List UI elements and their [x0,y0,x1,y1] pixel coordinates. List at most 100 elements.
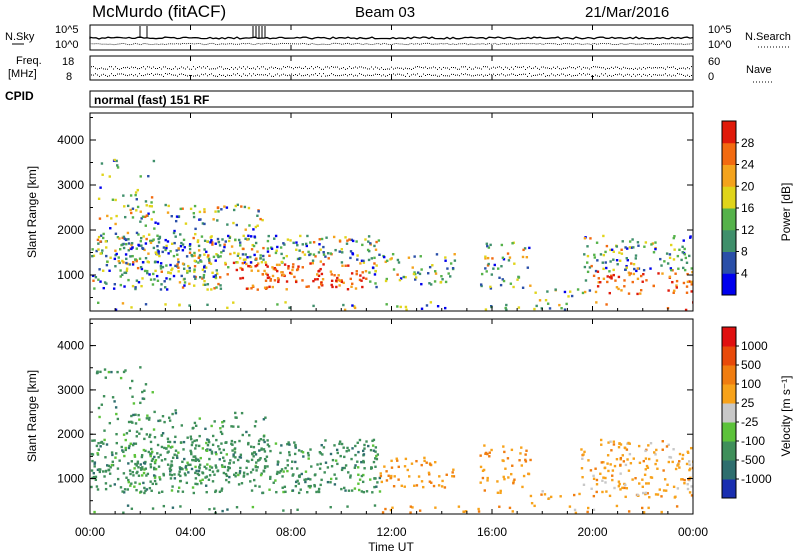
nave-dot [679,73,680,75]
echo-cell [599,472,602,475]
nave-dot [397,73,398,75]
freq-dot [389,68,390,70]
echo-cell [229,459,232,462]
echo-cell [161,265,165,269]
freq-dot [225,68,226,70]
nave-dot [149,73,150,75]
echo-cell [619,456,623,460]
freq-dot [283,66,284,68]
freq-dot [253,67,254,69]
echo-cell [675,284,678,287]
echo-cell [247,234,250,238]
echo-cell [124,446,127,450]
echo-cell [631,478,634,481]
echo-cell [589,237,592,240]
echo-cell [151,450,154,454]
echo-cell [681,245,684,249]
nave-dot [525,73,526,75]
echo-cell [669,243,673,247]
echo-cell [150,218,153,221]
nave-dot [503,74,504,76]
echo-cell [122,194,125,197]
echo-cell [130,306,133,309]
echo-cell [477,507,480,511]
echo-cell [642,273,645,276]
echo-cell [351,447,354,450]
echo-cell [129,442,132,445]
echo-cell [193,439,196,443]
echo-cell [193,270,196,273]
echo-cell [153,410,156,414]
echo-cell [335,477,338,480]
echo-cell [590,264,593,268]
nave-dot [447,75,448,77]
freq-dot [667,66,668,68]
echo-cell [356,466,360,469]
echo-cell [211,243,214,246]
echo-cell [317,487,321,491]
echo-cell [301,451,305,454]
echo-cell [230,439,234,443]
echo-cell [182,448,185,451]
echo-cell [266,439,269,442]
echo-cell [225,441,228,444]
echo-cell [688,467,692,470]
echo-cell [357,488,361,492]
echo-cell [214,210,217,213]
echo-cell [597,277,601,280]
freq-dot [483,66,484,68]
freq-dot [501,67,502,69]
echo-cell [666,483,669,486]
echo-cell [548,307,552,310]
echo-cell [156,452,159,455]
freq-dot [639,67,640,69]
echo-cell [129,472,132,476]
freq-dot [191,68,192,70]
nave-dot [653,74,654,76]
echo-cell [151,391,154,394]
echo-cell [167,271,170,274]
freq-dot [291,67,292,69]
nave-dot [373,74,374,76]
nave-dot [531,75,532,77]
echo-cell [672,448,675,451]
echo-cell [599,253,603,256]
echo-cell [617,485,621,488]
freq-dot [143,66,144,68]
echo-cell [512,285,515,289]
echo-cell [209,448,212,452]
echo-cell [484,308,488,311]
echo-cell [667,443,670,447]
echo-cell [406,468,409,472]
echo-cell [512,482,515,485]
echo-cell [126,488,130,491]
echo-cell [166,451,169,454]
echo-cell [109,466,112,469]
echo-cell [317,251,321,254]
echo-cell [253,451,257,454]
nave-dot [141,75,142,77]
echo-cell [365,277,368,280]
echo-cell [212,255,216,259]
echo-cell [219,284,222,287]
nave-dot [453,73,454,75]
nave-dot [107,75,108,77]
echo-cell [251,468,255,471]
nave-dot [127,75,128,77]
echo-cell [137,474,141,477]
echo-cell [582,453,585,456]
echo-cell [291,489,295,492]
echo-cell [620,289,623,292]
echo-cell [155,482,158,486]
echo-cell [209,465,212,468]
echo-cell [659,257,662,261]
echo-cell [639,292,642,295]
echo-cell [486,244,489,248]
echo-cell [121,490,124,493]
echo-cell [304,470,308,473]
echo-cell [213,507,216,510]
echo-cell [496,491,500,494]
echo-cell [383,465,386,468]
